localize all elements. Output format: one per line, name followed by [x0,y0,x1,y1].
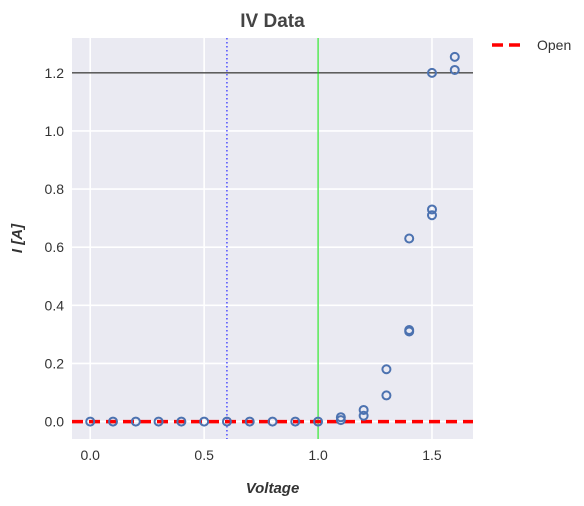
x-tick-label-2: 1.0 [308,447,328,463]
data-point-1 [108,416,119,427]
y-tick-labels: 0.0 0.2 0.4 0.6 0.8 1.0 1.2 [45,65,65,430]
x-tick-labels: 0.0 0.5 1.0 1.5 [80,447,441,463]
y-tick-label-2: 0.4 [45,297,65,313]
scatter-points [85,51,460,427]
data-point-16 [381,364,392,375]
data-point-24 [449,51,460,62]
chart-title: IV Data [240,11,305,32]
data-point-20 [426,210,437,221]
data-point-15 [381,390,392,401]
legend: Open [492,37,571,53]
data-point-4 [176,416,187,427]
data-point-5 [199,416,210,427]
data-point-0 [85,416,96,427]
y-tick-label-3: 0.6 [45,239,65,255]
y-tick-label-4: 0.8 [45,181,65,197]
y-tick-label-6: 1.2 [45,65,65,81]
data-point-23 [449,64,460,75]
reference-lines [72,38,473,439]
y-tick-label-5: 1.0 [45,123,65,139]
data-point-12 [335,412,346,423]
data-point-7 [244,416,255,427]
y-tick-label-1: 0.2 [45,355,65,371]
x-tick-label-3: 1.5 [422,447,442,463]
data-point-19 [404,233,415,244]
data-point-9 [290,416,301,427]
legend-label-open: Open [537,37,571,53]
data-point-22 [426,67,437,78]
data-point-3 [153,416,164,427]
data-point-14 [358,404,369,415]
data-point-18 [404,325,415,336]
data-point-6 [221,416,232,427]
y-axis-label: I [A] [9,223,26,253]
data-point-8 [267,416,278,427]
y-tick-label-0: 0.0 [45,414,65,430]
data-point-10 [313,416,324,427]
x-axis-label: Voltage [246,480,300,497]
data-point-13 [358,410,369,421]
data-point-21 [426,204,437,215]
x-tick-label-0: 0.0 [80,447,100,463]
x-tick-label-1: 0.5 [194,447,214,463]
data-point-2 [130,416,141,427]
